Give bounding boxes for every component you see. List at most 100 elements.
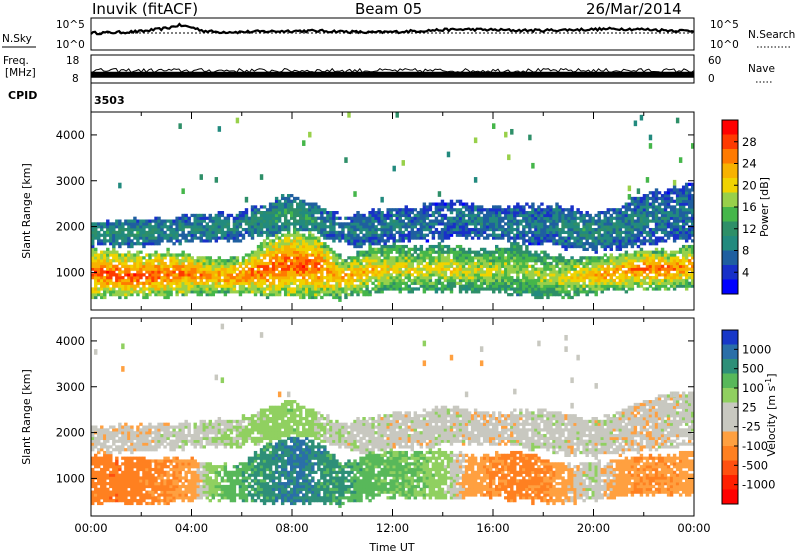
power-cell <box>591 267 595 271</box>
power-cell <box>172 242 176 246</box>
power-cell <box>555 270 559 274</box>
power-cell <box>353 242 357 246</box>
power-cell <box>455 233 460 237</box>
power-cell <box>193 267 197 271</box>
power-cell <box>636 236 641 240</box>
power-cell <box>663 202 668 206</box>
power-cell <box>338 253 342 257</box>
power-cell <box>516 219 520 223</box>
power-cell <box>142 256 146 260</box>
power-cell <box>389 219 393 223</box>
power-cell <box>597 281 601 285</box>
power-cell <box>256 250 261 254</box>
power-cell <box>428 253 433 257</box>
power-cell <box>528 205 532 209</box>
power-cell <box>268 256 273 260</box>
power-cell <box>558 242 562 246</box>
power-cell <box>485 270 490 274</box>
power-cell <box>268 239 273 243</box>
power-cell <box>654 227 659 232</box>
power-cell <box>621 225 626 229</box>
power-cell <box>181 290 185 294</box>
power-cell <box>178 242 182 246</box>
power-cell <box>299 290 303 294</box>
power-cell <box>528 219 532 223</box>
power-cell <box>241 213 246 218</box>
power-cell <box>145 230 149 235</box>
power-cell <box>681 213 686 218</box>
power-cell <box>112 230 116 235</box>
power-cell <box>217 281 222 285</box>
power-cell <box>446 267 451 271</box>
power-cell <box>274 230 279 235</box>
power-cell <box>250 236 255 240</box>
power-cell <box>684 270 689 274</box>
power-cell <box>561 287 565 291</box>
power-cell <box>437 205 442 209</box>
power-cell <box>317 205 321 209</box>
power-cell <box>522 256 526 260</box>
power-cell <box>558 284 562 288</box>
power-cell <box>151 270 155 274</box>
power-cell <box>383 287 387 291</box>
power-cell <box>654 225 659 229</box>
power-cell <box>537 233 541 237</box>
power-cell <box>681 196 686 201</box>
power-cell <box>473 278 478 283</box>
power-cell <box>672 239 677 243</box>
power-cell <box>178 281 182 285</box>
power-cell <box>473 264 478 268</box>
power-cell <box>452 216 457 220</box>
power-cell <box>651 233 656 237</box>
power-cell <box>455 261 460 266</box>
power-cell <box>591 233 595 237</box>
power-cell <box>585 233 589 237</box>
power-cell <box>558 256 562 260</box>
power-cell <box>271 267 276 271</box>
power-cell <box>371 267 375 271</box>
power-cell <box>585 270 589 274</box>
power-cell <box>398 273 402 277</box>
power-cell <box>377 278 381 283</box>
power-cell <box>187 216 191 220</box>
power-cell <box>654 284 659 288</box>
power-cell <box>103 250 107 254</box>
power-cell <box>648 196 653 201</box>
power-cell <box>467 281 472 285</box>
power-cell <box>133 216 137 220</box>
power-cell <box>380 273 384 277</box>
power-cell <box>434 227 439 232</box>
power-cell <box>585 293 589 297</box>
power-cell <box>504 284 508 288</box>
power-cell <box>504 267 508 271</box>
power-cell <box>296 202 300 206</box>
power-cell <box>151 273 155 277</box>
power-cell <box>437 270 442 274</box>
power-cell <box>476 259 481 263</box>
power-cell <box>160 222 164 226</box>
noise-frame <box>90 17 695 51</box>
power-cell <box>395 244 399 249</box>
power-cell <box>528 281 532 285</box>
power-cell <box>461 233 466 237</box>
power-cell <box>419 281 424 285</box>
power-cell <box>112 233 116 237</box>
power-cell <box>320 213 324 218</box>
power-cell <box>534 233 538 237</box>
power-cell <box>501 284 505 288</box>
power-cell <box>660 278 665 283</box>
power-cell <box>392 213 396 218</box>
power-cell <box>648 134 653 141</box>
power-cell <box>380 250 384 254</box>
power-cell <box>434 261 439 266</box>
power-cell <box>546 278 550 283</box>
power-cell <box>633 256 638 260</box>
power-cell <box>528 284 532 288</box>
power-cell <box>190 236 194 240</box>
power-cell <box>109 233 113 237</box>
power-cell <box>519 259 523 263</box>
power-cell <box>329 284 333 288</box>
power-cell <box>293 261 297 266</box>
power-cell <box>398 281 402 285</box>
power-cell <box>540 270 544 274</box>
